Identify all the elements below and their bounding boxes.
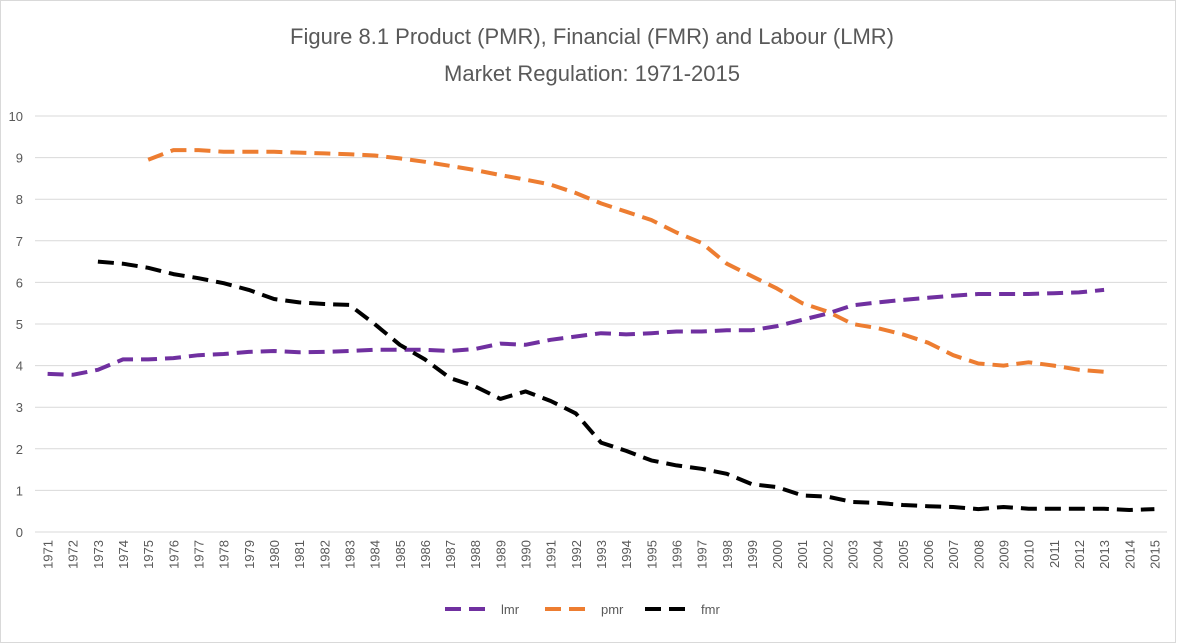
legend-label: lmr [501, 602, 520, 617]
x-tick-label: 1977 [192, 540, 207, 569]
x-tick-label: 2015 [1147, 540, 1162, 569]
x-tick-label: 1990 [519, 540, 534, 569]
x-tick-label: 2013 [1097, 540, 1112, 569]
chart-title: Figure 8.1 Product (PMR), Financial (FMR… [290, 24, 894, 49]
x-tick-label: 1971 [41, 540, 56, 569]
y-tick-label: 1 [16, 483, 23, 498]
x-tick-label: 2001 [795, 540, 810, 569]
x-tick-label: 1972 [66, 540, 81, 569]
series-line [47, 287, 1105, 377]
y-tick-label: 10 [9, 109, 23, 124]
x-tick-label: 2005 [896, 540, 911, 569]
y-tick-label: 0 [16, 525, 23, 540]
x-tick-label: 2014 [1122, 540, 1137, 569]
y-tick-label: 8 [16, 192, 23, 207]
x-tick-label: 1995 [644, 540, 659, 569]
x-tick-label: 1979 [242, 540, 257, 569]
x-tick-label: 2003 [846, 540, 861, 569]
y-tick-label: 4 [16, 359, 23, 374]
x-tick-label: 1994 [619, 540, 634, 569]
x-tick-label: 1992 [569, 540, 584, 569]
x-tick-label: 1988 [468, 540, 483, 569]
x-tick-label: 2004 [871, 540, 886, 569]
x-tick-label: 1985 [393, 540, 408, 569]
series-line [147, 148, 1105, 374]
x-tick-label: 2000 [770, 540, 785, 569]
x-tick-label: 1980 [267, 540, 282, 569]
x-tick-label: 1976 [166, 540, 181, 569]
x-tick-label: 1973 [91, 540, 106, 569]
chart-title: Market Regulation: 1971-2015 [444, 61, 740, 86]
x-tick-label: 1997 [695, 540, 710, 569]
x-tick-label: 1981 [292, 540, 307, 569]
x-tick-label: 1987 [443, 540, 458, 569]
x-tick-label: 1999 [745, 540, 760, 569]
x-tick-label: 2010 [1022, 540, 1037, 569]
x-tick-label: 1993 [594, 540, 609, 569]
x-tick-label: 1998 [720, 540, 735, 569]
x-tick-label: 1984 [368, 540, 383, 569]
x-tick-label: 1974 [116, 540, 131, 569]
x-tick-label: 1996 [669, 540, 684, 569]
x-tick-label: 2008 [971, 540, 986, 569]
x-tick-label: 2007 [946, 540, 961, 569]
x-tick-label: 2006 [921, 540, 936, 569]
y-tick-label: 3 [16, 400, 23, 415]
x-tick-label: 2012 [1072, 540, 1087, 569]
x-tick-label: 1978 [217, 540, 232, 569]
x-tick-label: 2009 [996, 540, 1011, 569]
legend-label: fmr [701, 602, 720, 617]
x-tick-label: 1991 [544, 540, 559, 569]
x-tick-label: 2011 [1047, 540, 1062, 568]
x-tick-label: 1989 [493, 540, 508, 569]
y-tick-label: 7 [16, 234, 23, 249]
legend-label: pmr [601, 602, 624, 617]
y-tick-label: 9 [16, 151, 23, 166]
x-tick-label: 1983 [342, 540, 357, 569]
x-tick-label: 1975 [141, 540, 156, 569]
series-line [97, 259, 1155, 512]
x-tick-label: 1982 [317, 540, 332, 569]
x-tick-label: 1986 [418, 540, 433, 569]
x-tick-label: 2002 [820, 540, 835, 569]
y-tick-label: 5 [16, 317, 23, 332]
y-tick-label: 2 [16, 442, 23, 457]
y-tick-label: 6 [16, 275, 23, 290]
